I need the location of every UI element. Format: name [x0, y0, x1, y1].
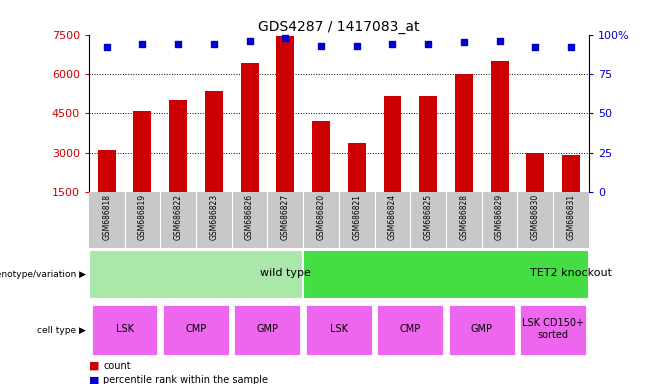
Bar — [134, 111, 151, 192]
Bar — [348, 144, 366, 192]
Bar — [491, 61, 509, 192]
Text: GSM686819: GSM686819 — [138, 194, 147, 240]
Text: GSM686828: GSM686828 — [459, 194, 468, 240]
Text: GSM686820: GSM686820 — [316, 194, 326, 240]
Text: CMP: CMP — [399, 324, 421, 334]
Bar — [89, 250, 303, 299]
Text: GSM686825: GSM686825 — [424, 194, 433, 240]
Point — [316, 43, 326, 49]
Text: GSM686826: GSM686826 — [245, 194, 254, 240]
Point — [137, 41, 147, 47]
Point — [566, 44, 576, 50]
Bar — [305, 304, 373, 356]
Point — [209, 41, 219, 47]
Point — [494, 38, 505, 44]
Text: percentile rank within the sample: percentile rank within the sample — [103, 375, 268, 384]
Bar — [384, 96, 401, 192]
Text: ■: ■ — [89, 375, 99, 384]
Text: GSM686831: GSM686831 — [567, 194, 576, 240]
Text: cell type ▶: cell type ▶ — [37, 326, 86, 335]
Bar — [276, 36, 294, 192]
Text: GSM686830: GSM686830 — [531, 194, 540, 240]
Point — [459, 40, 469, 46]
Text: GSM686822: GSM686822 — [174, 194, 183, 240]
Text: CMP: CMP — [186, 324, 207, 334]
Bar — [419, 96, 437, 192]
Bar — [98, 150, 116, 192]
Text: GSM686824: GSM686824 — [388, 194, 397, 240]
Text: count: count — [103, 361, 131, 371]
Text: GSM686827: GSM686827 — [281, 194, 290, 240]
Text: genotype/variation ▶: genotype/variation ▶ — [0, 270, 86, 279]
Bar — [312, 121, 330, 192]
Point — [351, 43, 362, 49]
Text: GSM686829: GSM686829 — [495, 194, 504, 240]
Bar — [455, 74, 473, 192]
Point — [244, 38, 255, 44]
Text: GSM686821: GSM686821 — [352, 194, 361, 240]
Point — [173, 41, 184, 47]
Bar — [162, 304, 230, 356]
Point — [280, 35, 291, 41]
Point — [387, 41, 397, 47]
Bar — [526, 153, 544, 192]
Text: LSK: LSK — [116, 324, 134, 334]
Bar — [169, 100, 187, 192]
Bar — [519, 304, 587, 356]
Title: GDS4287 / 1417083_at: GDS4287 / 1417083_at — [258, 20, 420, 33]
Point — [530, 44, 541, 50]
Text: wild type: wild type — [260, 268, 311, 278]
Bar — [241, 63, 259, 192]
Bar — [91, 304, 159, 356]
Bar — [234, 304, 301, 356]
Text: GMP: GMP — [257, 324, 278, 334]
Text: LSK CD150+
sorted: LSK CD150+ sorted — [522, 318, 584, 340]
Text: GMP: GMP — [470, 324, 493, 334]
Bar — [376, 304, 444, 356]
Bar — [562, 155, 580, 192]
Text: GSM686818: GSM686818 — [102, 194, 111, 240]
Text: TET2 knockout: TET2 knockout — [530, 268, 612, 278]
Text: GSM686823: GSM686823 — [209, 194, 218, 240]
Bar — [303, 250, 589, 299]
Bar — [205, 91, 223, 192]
Point — [101, 44, 112, 50]
Text: LSK: LSK — [330, 324, 348, 334]
Point — [423, 41, 434, 47]
Text: ■: ■ — [89, 361, 99, 371]
Bar — [448, 304, 516, 356]
